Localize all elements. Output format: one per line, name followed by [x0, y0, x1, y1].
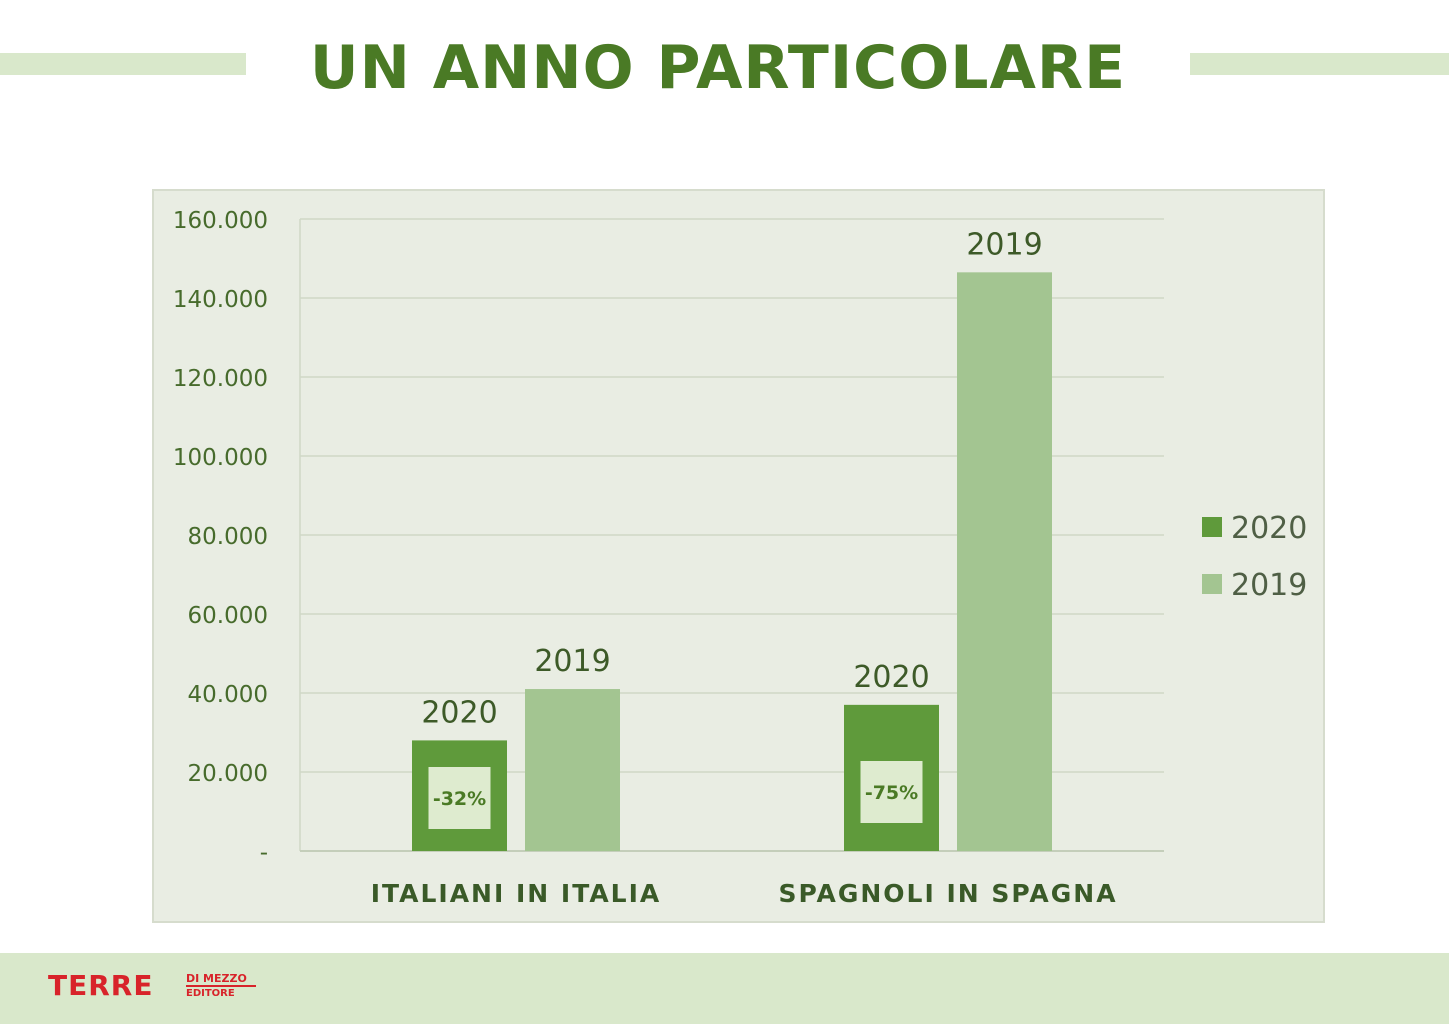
bar	[525, 689, 620, 851]
y-tick-label: 60.000	[188, 603, 268, 629]
bar	[957, 272, 1052, 851]
y-tick-label: 100.000	[173, 445, 268, 471]
x-category-label: SPAGNOLI IN SPAGNA	[778, 879, 1117, 908]
y-tick-label: 160.000	[173, 208, 268, 234]
change-badge	[428, 767, 491, 829]
x-category-label: ITALIANI IN ITALIA	[371, 879, 662, 908]
bar-data-label: 2019	[966, 227, 1042, 262]
change-label: -32%	[433, 788, 486, 810]
logo-subtitle-top: DI MEZZO	[186, 972, 247, 985]
y-tick-label: 140.000	[173, 287, 268, 313]
bar-data-label: 2020	[421, 695, 497, 730]
title-decoration-left	[0, 53, 246, 75]
y-tick-label: -	[260, 840, 268, 866]
legend-swatch	[1202, 574, 1222, 594]
y-tick-label: 20.000	[188, 761, 268, 787]
page-title: UN ANNO PARTICOLARE	[309, 33, 1127, 103]
change-label: -75%	[865, 782, 918, 804]
bar-data-label: 2020	[853, 660, 929, 695]
logo-subtitle-bottom: EDITORE	[186, 988, 235, 999]
logo-rule	[186, 985, 256, 987]
y-tick-label: 120.000	[173, 366, 268, 392]
footer-band	[0, 953, 1449, 1024]
legend-label: 2019	[1231, 568, 1307, 603]
legend-label: 2020	[1231, 511, 1307, 546]
bar-data-label: 2019	[534, 644, 610, 679]
y-tick-label: 40.000	[188, 682, 268, 708]
logo-wordmark: TERRE	[48, 969, 154, 1002]
bar-chart: - 20.000 40.000 60.000 80.000 100.000 120.000 1…	[173, 208, 1307, 908]
legend-swatch	[1202, 517, 1222, 537]
y-tick-label: 80.000	[188, 524, 268, 550]
chart-panel: - 20.000 40.000 60.000 80.000 100.000 120.000 1…	[152, 189, 1325, 923]
change-badge	[860, 761, 923, 823]
title-decoration-right	[1190, 53, 1449, 75]
